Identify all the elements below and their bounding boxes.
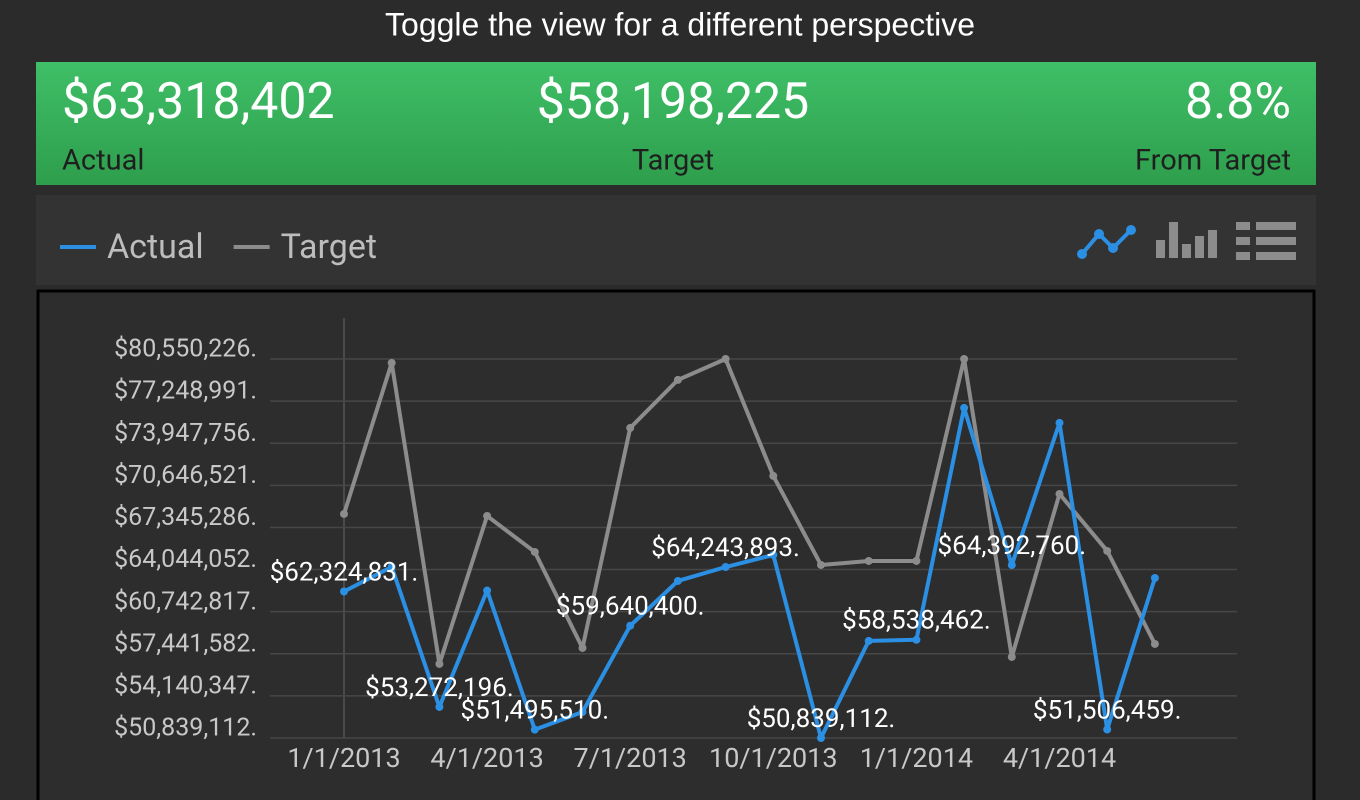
x-tick-label: 1/1/2014 <box>860 742 973 774</box>
data-label: $58,538,462. <box>842 606 991 636</box>
data-point <box>769 471 778 480</box>
data-label: $64,392,760. <box>937 531 1086 561</box>
legend: Actual Target <box>60 227 377 267</box>
x-tick-label: 4/1/2013 <box>430 742 543 774</box>
data-label: $50,839,112. <box>747 704 896 734</box>
y-tick-label: $77,248,991. <box>114 377 257 406</box>
data-label: $53,272,196. <box>365 673 514 703</box>
summary-banner <box>36 62 1316 185</box>
data-label: $51,495,510. <box>460 696 609 726</box>
data-point <box>626 423 635 432</box>
list-icon-row <box>1236 237 1250 245</box>
page-title: Toggle the view for a different perspect… <box>385 6 975 42</box>
y-tick-label: $54,140,347. <box>114 671 257 700</box>
line-view-toggle[interactable] <box>1077 225 1136 259</box>
data-point <box>1055 418 1064 427</box>
data-point <box>1103 725 1112 734</box>
data-point <box>530 725 539 734</box>
x-tick-label: 1/1/2013 <box>287 742 400 774</box>
legend-bar <box>36 195 1316 285</box>
y-tick-label: $70,646,521. <box>114 461 257 490</box>
line-icon-dot <box>1077 249 1087 259</box>
bar-view-toggle[interactable] <box>1156 222 1217 258</box>
data-point <box>960 355 969 364</box>
data-point <box>1150 639 1159 648</box>
list-icon-row <box>1256 237 1296 245</box>
actual-label: Actual <box>62 144 144 178</box>
data-point <box>387 358 396 367</box>
target-label: Target <box>632 144 714 178</box>
list-icon-row <box>1256 252 1296 260</box>
data-point <box>578 707 587 716</box>
data-point <box>673 375 682 384</box>
data-label: $59,640,400. <box>556 592 705 622</box>
data-point <box>1055 489 1064 498</box>
data-point <box>387 562 396 571</box>
data-point <box>721 355 730 364</box>
data-label: $64,243,893. <box>651 533 800 563</box>
legend-label: Target <box>281 227 377 267</box>
y-tick-label: $60,742,817. <box>114 587 257 616</box>
bar-icon-bar <box>1169 222 1178 258</box>
difference-label: From Target <box>1135 144 1291 178</box>
bar-icon-bar <box>1195 236 1204 258</box>
data-label: $51,506,459. <box>1033 695 1182 725</box>
y-tick-label: $73,947,756. <box>114 419 257 448</box>
data-point <box>1150 573 1159 582</box>
data-point <box>912 556 921 565</box>
bar-icon-bar <box>1208 230 1217 258</box>
y-tick-label: $64,044,052. <box>114 545 257 574</box>
actual-value: $63,318,402 <box>62 73 335 131</box>
line-icon <box>1080 228 1133 256</box>
line-icon-dot <box>1094 229 1104 239</box>
list-icon-row <box>1256 222 1296 230</box>
line-icon-dot <box>1108 243 1118 253</box>
data-point <box>864 636 873 645</box>
data-point <box>769 550 778 559</box>
data-point <box>817 734 825 742</box>
data-point <box>435 702 444 711</box>
series-line <box>343 405 1157 740</box>
data-point <box>435 659 444 668</box>
y-tick-label: $57,441,582. <box>114 629 257 658</box>
list-icon-row <box>1236 222 1250 230</box>
y-tick-label: $80,550,226. <box>114 335 257 364</box>
difference-value: 8.8% <box>1185 73 1291 131</box>
list-icon-row <box>1236 252 1250 260</box>
legend-label: Actual <box>107 227 204 267</box>
data-point <box>1103 546 1112 555</box>
data-point <box>673 576 682 585</box>
y-tick-label: $50,839,112. <box>114 714 257 743</box>
data-point <box>340 587 348 596</box>
data-label: $62,324,831. <box>270 557 419 587</box>
y-tick-label: $67,345,286. <box>114 503 257 532</box>
plot: $50,839,112. $54,140,347. $57,441,582. $60,… <box>114 318 1237 774</box>
data-point <box>483 586 492 595</box>
target-value: $58,198,225 <box>537 73 810 131</box>
data-point <box>817 560 825 569</box>
data-point <box>626 621 635 630</box>
data-point <box>912 635 921 644</box>
series-line <box>342 357 1157 666</box>
bar-icon-bar <box>1182 244 1191 258</box>
x-tick-label: 10/1/2013 <box>709 742 838 774</box>
x-tick-label: 4/1/2014 <box>1003 742 1116 774</box>
data-point <box>483 511 492 520</box>
data-point <box>530 547 539 556</box>
data-point <box>864 556 873 565</box>
data-point <box>340 509 348 518</box>
x-tick-label: 7/1/2013 <box>574 742 687 774</box>
line-icon-dot <box>1126 225 1136 235</box>
data-point <box>1007 652 1016 661</box>
bar-icon-bar <box>1156 240 1165 258</box>
data-point <box>1007 561 1016 570</box>
data-point <box>960 403 969 412</box>
data-point <box>721 563 730 572</box>
table-view-toggle[interactable] <box>1236 222 1296 260</box>
data-point <box>578 643 587 652</box>
